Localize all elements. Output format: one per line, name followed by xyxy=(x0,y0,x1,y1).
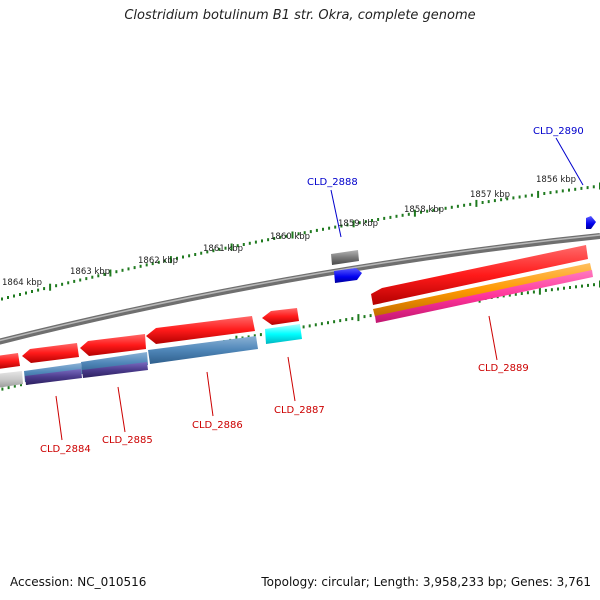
cds-feature-cld-2886 xyxy=(146,316,255,344)
cds-feature-cld-2887 xyxy=(262,308,299,325)
scale-labels: 1864 kbp 1863 kbp 1862 kbp 1861 kbp 1860 kbp… xyxy=(2,175,576,288)
leader-cld-2890 xyxy=(555,137,584,186)
scale-label: 1863 kbp xyxy=(70,267,110,277)
gene-bar-cld-2886 xyxy=(148,336,258,364)
gene-label: CLD_2889 xyxy=(478,363,529,374)
reverse-features xyxy=(0,245,593,388)
scale-label: 1858 kbp xyxy=(404,205,444,215)
trna-feature-cld-2888 xyxy=(331,250,359,265)
map-title: Clostridium botulinum B1 str. Okra, comp… xyxy=(124,8,476,23)
leader-cld-2889 xyxy=(488,315,498,361)
scale-label: 1862 kbp xyxy=(138,256,178,266)
leader-cld-2884 xyxy=(55,395,63,441)
scale-label: 1859 kbp xyxy=(338,219,378,229)
scale-label: 1861 kbp xyxy=(203,244,243,254)
scale-ticks-outer xyxy=(1,182,600,301)
scale-label: 1864 kbp xyxy=(2,278,42,288)
scale-label: 1856 kbp xyxy=(536,175,576,185)
cds-feature-cld-2884 xyxy=(22,343,79,363)
leader-cld-2885 xyxy=(117,386,126,433)
leader-cld-2887 xyxy=(287,356,296,402)
cds-bar-cld-2884 xyxy=(25,369,82,385)
cds-feature-left xyxy=(0,353,20,369)
misc-feature-cld-2890 xyxy=(586,216,596,229)
cds-feature-cld-2889 xyxy=(371,245,588,305)
scale-label: 1857 kbp xyxy=(470,190,510,200)
gene-label: CLD_2887 xyxy=(274,405,325,416)
leader-cld-2886 xyxy=(206,371,214,417)
gene-labels: CLD_2884 CLD_2885 CLD_2886 CLD_2887 CLD_… xyxy=(40,126,584,455)
label-leaders xyxy=(55,137,584,441)
gene-label: CLD_2884 xyxy=(40,444,91,455)
gene-label: CLD_2885 xyxy=(102,435,153,446)
gene-bar-cld-2887 xyxy=(265,324,302,344)
cds-feature-cld-2885 xyxy=(80,334,146,356)
topology-label: Topology: circular; Length: 3,958,233 bp… xyxy=(261,575,591,589)
cds-bar-cld-2889 xyxy=(375,270,593,323)
gene-label: CLD_2886 xyxy=(192,420,243,431)
misc-feature-cld-2888 xyxy=(334,268,362,283)
cds-bar-cld-2885 xyxy=(82,362,148,378)
genome-backbone xyxy=(0,233,600,345)
gene-label: CLD_2890 xyxy=(533,126,584,137)
scale-label: 1860 kbp xyxy=(270,232,310,242)
gene-label: CLD_2888 xyxy=(307,177,358,188)
gene-bar-cld-2889 xyxy=(373,263,592,317)
gene-bar-grey xyxy=(0,371,23,388)
forward-features xyxy=(331,216,596,283)
leader-cld-2888 xyxy=(330,189,342,238)
accession-label: Accession: NC_010516 xyxy=(10,575,147,589)
